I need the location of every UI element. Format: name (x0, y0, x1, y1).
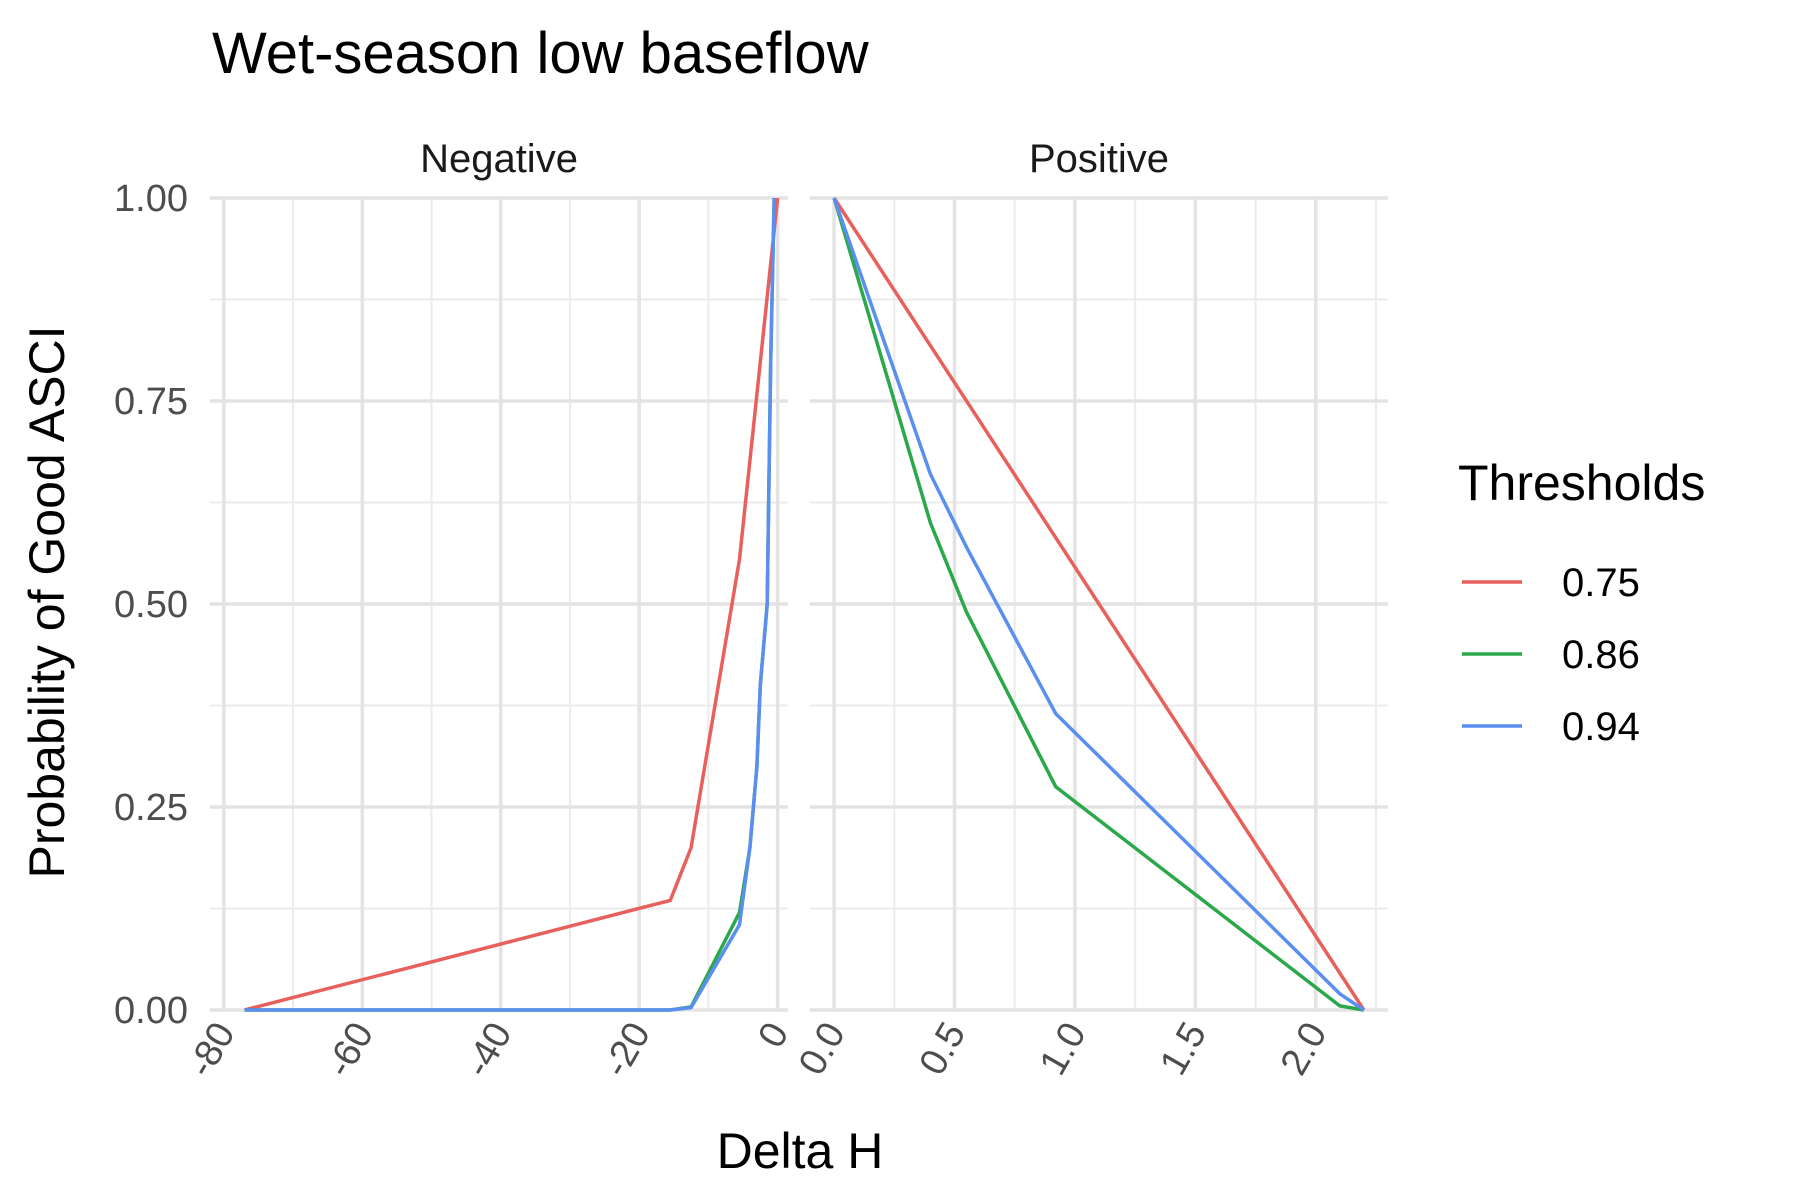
series-line-0-75-negative (244, 197, 780, 1012)
series-line-0-75-positive (832, 197, 1366, 1011)
x-axis-title: Delta H (717, 1123, 884, 1179)
x-tick-label: 1.0 (1032, 1016, 1095, 1083)
series-line-0-94-positive (832, 197, 1365, 1012)
y-tick-label: 0.50 (114, 584, 188, 626)
y-tick-label: 0.00 (114, 990, 188, 1032)
legend-label-0-86: 0.86 (1562, 633, 1640, 677)
x-tick-label: 0.0 (791, 1016, 854, 1083)
series-line-0-94-negative (244, 197, 776, 1012)
y-tick-label: 1.00 (114, 178, 188, 220)
legend: Thresholds 0.75 0.86 0.94 (1458, 455, 1705, 749)
legend-label-0-94: 0.94 (1562, 705, 1640, 749)
series-line-0-86-positive (832, 197, 1365, 1012)
y-tick-label: 0.25 (114, 787, 188, 829)
x-tick-label: -80 (180, 1016, 244, 1085)
x-tick-label: 1.5 (1152, 1016, 1215, 1083)
x-tick-label: 2.0 (1273, 1016, 1336, 1083)
y-tick-label: 0.75 (114, 381, 188, 423)
panel-positive (810, 196, 1388, 1012)
y-axis-title: Probability of Good ASCI (19, 325, 75, 878)
x-tick-label: 0.5 (912, 1016, 975, 1083)
panel-negative (210, 196, 788, 1012)
x-axis-ticks: -80 -60 -40 -20 00.0 0.5 1.0 1.5 2.0 (180, 1016, 1336, 1085)
x-tick-label: -60 (318, 1016, 382, 1085)
x-tick-label: -20 (595, 1016, 659, 1085)
chart-title: Wet-season low baseflow (212, 21, 870, 86)
panel-label-negative: Negative (420, 137, 578, 181)
legend-title: Thresholds (1458, 455, 1705, 511)
legend-label-0-75: 0.75 (1562, 561, 1640, 605)
y-axis-ticks: 0.00 0.25 0.50 0.75 1.00 (114, 178, 188, 1032)
x-tick-label: -40 (457, 1016, 521, 1085)
panel-label-positive: Positive (1029, 137, 1169, 181)
x-tick-label: 0 (750, 1016, 797, 1055)
